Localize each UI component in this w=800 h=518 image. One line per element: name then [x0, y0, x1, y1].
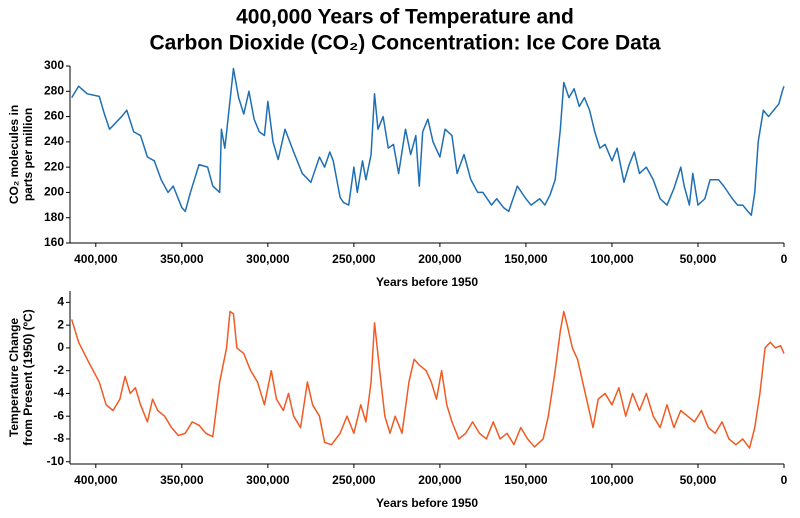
x-tick-label: 50,000 [680, 473, 717, 487]
y-tick-label: 0 [57, 340, 64, 354]
y-tick-label: 280 [44, 83, 64, 97]
y-tick-label: 300 [44, 58, 64, 72]
y-axis-label: parts per million [21, 108, 35, 201]
y-axis-label: Temperature Change [7, 318, 21, 437]
data-line [71, 310, 785, 449]
x-tick-label: 100,000 [590, 473, 634, 487]
x-tick-label: 200,000 [418, 473, 462, 487]
x-tick-label: 0 [781, 473, 788, 487]
x-tick-label: 300,000 [246, 473, 290, 487]
y-tick-label: 260 [44, 109, 64, 123]
x-tick-label: 100,000 [590, 252, 634, 266]
x-tick-label: 400,000 [74, 252, 118, 266]
x-tick-label: 150,000 [504, 252, 548, 266]
data-line [71, 67, 785, 216]
y-tick-label: 160 [44, 235, 64, 249]
x-tick-label: 150,000 [504, 473, 548, 487]
x-tick-label: 200,000 [418, 252, 462, 266]
x-tick-label: 0 [781, 252, 788, 266]
y-tick-label: -6 [53, 408, 64, 422]
y-tick-label: 4 [57, 295, 64, 309]
x-tick-label: 400,000 [74, 473, 118, 487]
y-tick-label: 2 [57, 317, 64, 331]
x-tick-label: 350,000 [160, 473, 204, 487]
x-tick-label: 300,000 [246, 252, 290, 266]
chart-title: Carbon Dioxide (CO₂) Concentration: Ice … [149, 32, 660, 55]
x-tick-label: 50,000 [680, 252, 717, 266]
y-tick-label: -10 [47, 454, 65, 468]
y-tick-label: -4 [53, 386, 64, 400]
y-axis-label: CO₂ molecules in [7, 105, 21, 204]
x-tick-label: 250,000 [332, 252, 376, 266]
y-axis-label: from Present (1950) (ºC) [21, 309, 35, 445]
y-tick-label: 240 [44, 134, 64, 148]
x-tick-label: 350,000 [160, 252, 204, 266]
x-tick-label: 250,000 [332, 473, 376, 487]
x-axis-label: Years before 1950 [376, 496, 478, 510]
y-tick-label: 220 [44, 159, 64, 173]
x-axis-label: Years before 1950 [376, 275, 478, 289]
y-tick-label: 180 [44, 210, 64, 224]
y-tick-label: -2 [53, 363, 64, 377]
y-tick-label: -8 [53, 431, 64, 445]
chart-title: 400,000 Years of Temperature and [236, 6, 574, 29]
y-tick-label: 200 [44, 185, 64, 199]
